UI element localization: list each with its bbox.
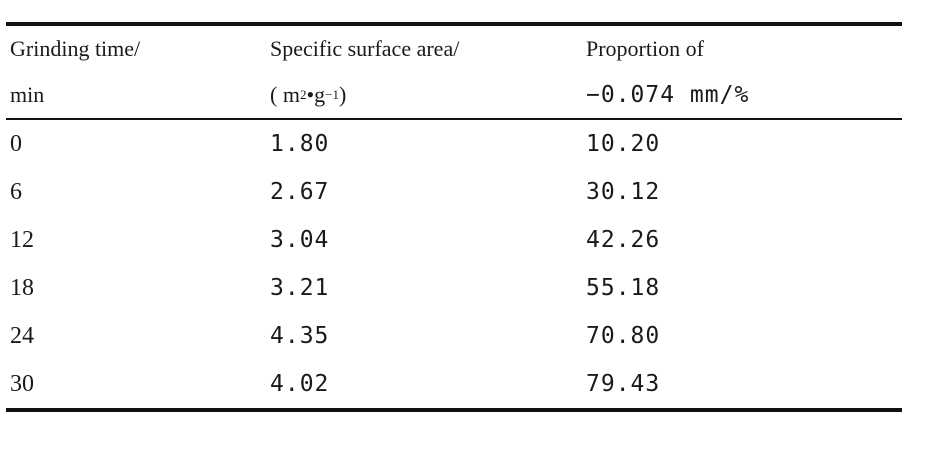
- cell-proportion: 10.20: [586, 131, 661, 157]
- header-specific-surface-area: Specific surface area/: [270, 36, 460, 61]
- data-table: Grinding time/ Specific surface area/ Pr…: [6, 22, 902, 412]
- cell-proportion: 42.26: [586, 227, 661, 253]
- cell-area: 3.04: [270, 227, 330, 253]
- cell-time: 6: [10, 178, 22, 205]
- cell-area: 3.21: [270, 275, 330, 301]
- header-proportion: Proportion of: [586, 36, 704, 61]
- cell-area: 4.35: [270, 323, 330, 349]
- area-unit-open: ( m: [270, 82, 300, 107]
- area-unit-close: ): [339, 82, 347, 107]
- table-row: 18 3.21 55.18: [6, 264, 902, 312]
- cell-area: 1.80: [270, 131, 330, 157]
- cell-area: 4.02: [270, 371, 330, 397]
- cell-proportion: 55.18: [586, 275, 661, 301]
- header-grinding-time: Grinding time/: [10, 36, 141, 61]
- cell-proportion: 79.43: [586, 371, 661, 397]
- header-proportion-unit: −0.074 mm/%: [586, 82, 750, 108]
- cell-proportion: 30.12: [586, 179, 661, 205]
- table-row: 12 3.04 42.26: [6, 216, 902, 264]
- table-row: 30 4.02 79.43: [6, 360, 902, 408]
- cell-time: 30: [10, 370, 34, 397]
- table-header-rule: [6, 118, 902, 120]
- area-unit-mid: •g: [306, 82, 326, 107]
- cell-proportion: 70.80: [586, 323, 661, 349]
- table-row: 6 2.67 30.12: [6, 168, 902, 216]
- table-row: 0 1.80 10.20: [6, 120, 902, 168]
- header-time-unit: min: [10, 82, 45, 107]
- cell-area: 2.67: [270, 179, 330, 205]
- cell-time: 12: [10, 226, 34, 253]
- cell-time: 0: [10, 130, 22, 157]
- header-row-1: Grinding time/ Specific surface area/ Pr…: [6, 26, 902, 72]
- table-top-rule: [6, 22, 902, 26]
- cell-time: 24: [10, 322, 34, 349]
- table-row: 24 4.35 70.80: [6, 312, 902, 360]
- cell-time: 18: [10, 274, 34, 301]
- table-bottom-rule: [6, 408, 902, 412]
